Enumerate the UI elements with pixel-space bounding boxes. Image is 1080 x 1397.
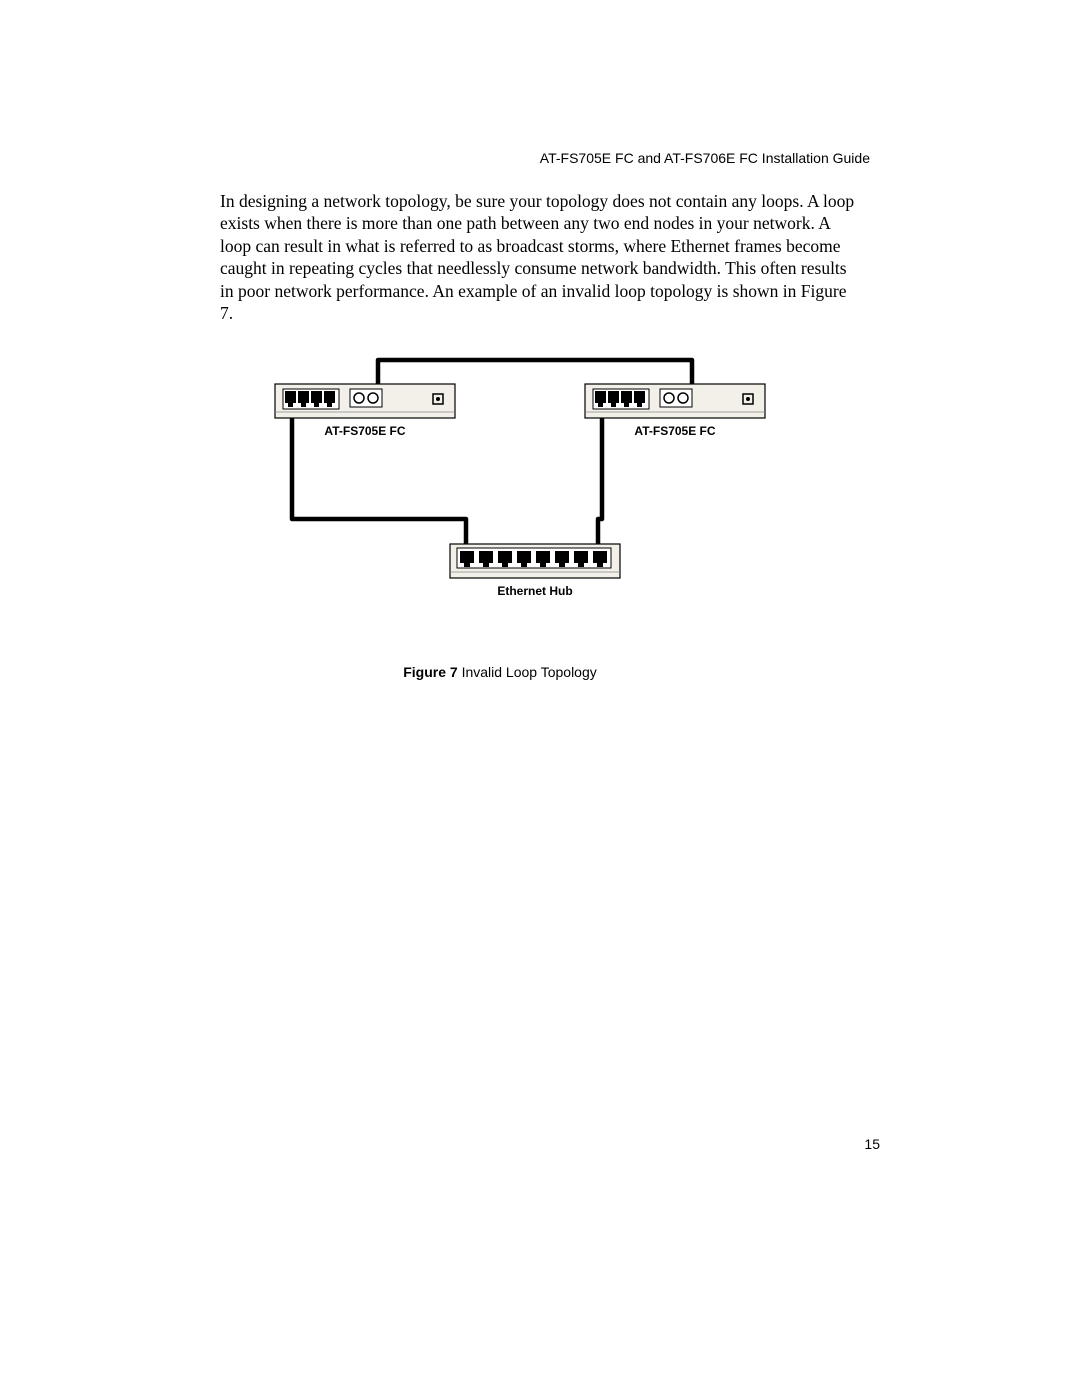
hub-label: Ethernet Hub — [450, 584, 620, 598]
figure-diagram: AT-FS705E FC AT-FS705E FC Ethernet Hub — [260, 354, 820, 654]
figure-caption: Figure 7 Invalid Loop Topology — [220, 664, 780, 680]
caption-bold: Figure 7 — [403, 664, 457, 680]
body-paragraph: In designing a network topology, be sure… — [220, 190, 860, 324]
page-number: 15 — [864, 1136, 880, 1152]
caption-text: Invalid Loop Topology — [458, 664, 597, 680]
switch-left-label: AT-FS705E FC — [275, 424, 455, 438]
doc-header: AT-FS705E FC and AT-FS706E FC Installati… — [120, 150, 880, 166]
switch-right-label: AT-FS705E FC — [585, 424, 765, 438]
